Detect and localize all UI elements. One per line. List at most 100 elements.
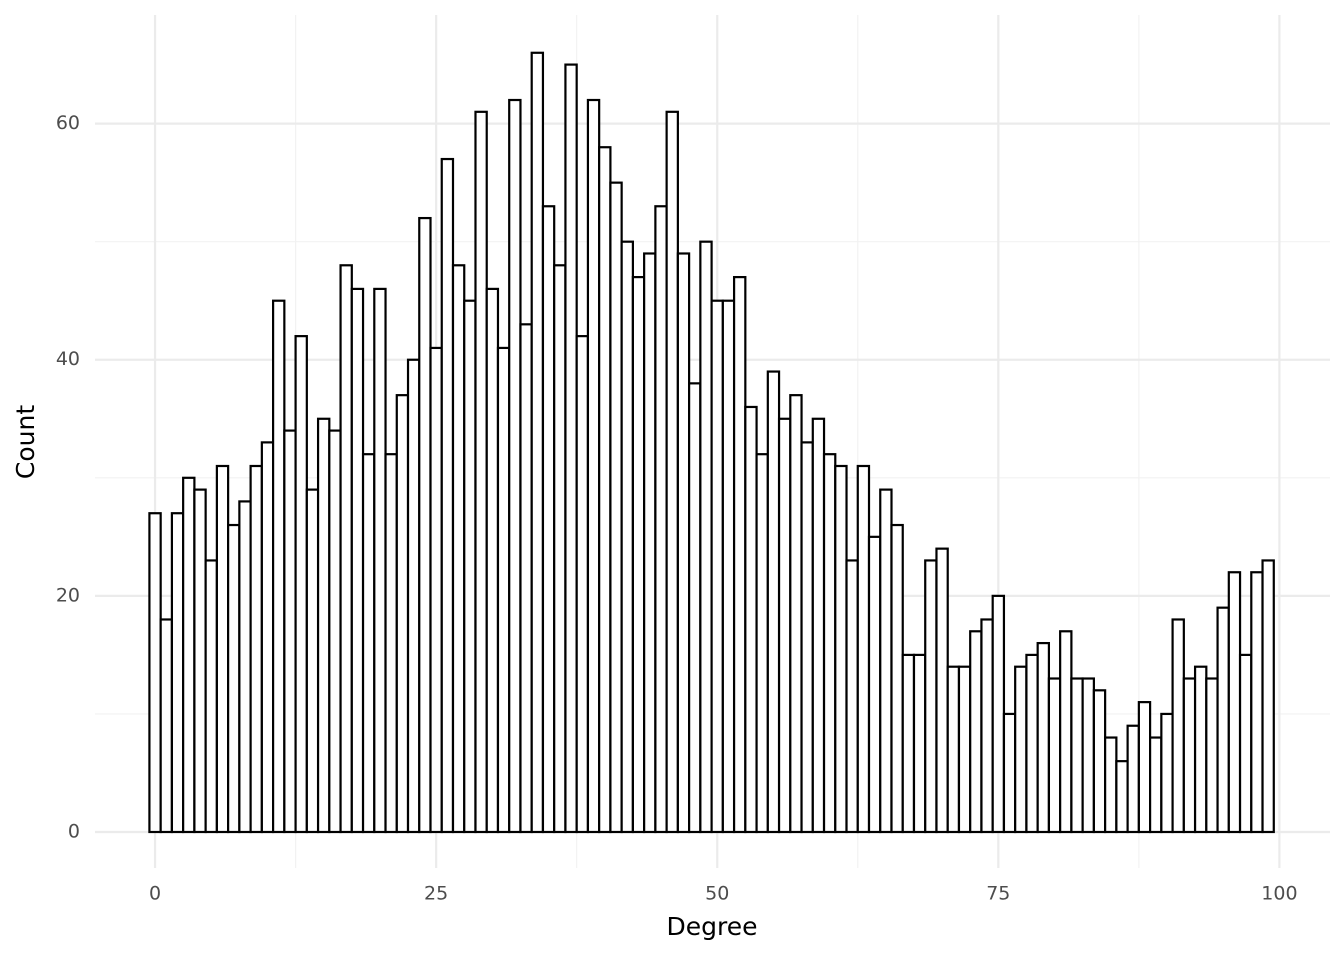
bar <box>1081 677 1095 834</box>
bar <box>238 500 252 834</box>
bar <box>912 653 927 834</box>
bar <box>463 299 477 834</box>
bar <box>834 464 848 834</box>
bar <box>575 335 590 834</box>
y-tick-label: 40 <box>56 348 80 370</box>
bar <box>339 264 353 834</box>
bar <box>328 429 342 834</box>
bar <box>1047 677 1062 834</box>
bar <box>867 535 882 834</box>
bar <box>1250 571 1264 834</box>
bar <box>991 594 1006 834</box>
bar <box>395 394 410 834</box>
bar <box>519 323 533 834</box>
bar <box>1002 712 1017 834</box>
bar <box>1092 689 1107 834</box>
bar <box>800 441 814 834</box>
y-tick-label: 20 <box>56 584 80 606</box>
bar <box>856 464 871 834</box>
bar <box>215 464 230 834</box>
bar <box>1014 665 1028 834</box>
bar <box>384 453 398 834</box>
bar <box>609 181 623 834</box>
bar <box>1104 736 1118 834</box>
bar <box>1115 760 1129 834</box>
bar <box>260 441 275 834</box>
bar <box>721 299 736 834</box>
bar <box>1025 653 1039 834</box>
bar <box>654 205 668 834</box>
bar <box>1227 571 1242 834</box>
bar <box>1126 724 1140 834</box>
x-tick-label: 75 <box>986 883 1010 905</box>
bar <box>811 417 826 834</box>
bar <box>676 252 691 834</box>
bar <box>766 370 781 834</box>
x-tick-label: 100 <box>1261 883 1297 905</box>
bar <box>890 523 904 834</box>
bar <box>586 98 601 834</box>
bar <box>845 559 859 834</box>
bar <box>755 453 769 834</box>
x-tick-label: 50 <box>705 883 729 905</box>
bar <box>935 547 949 834</box>
bar <box>440 157 455 834</box>
bar <box>1205 677 1219 834</box>
bar <box>530 51 545 834</box>
x-axis-title: Degree <box>667 912 758 941</box>
bar <box>946 665 961 834</box>
bar <box>159 618 174 834</box>
bar <box>777 417 792 834</box>
bar <box>879 488 893 834</box>
bar <box>193 488 207 834</box>
bar <box>429 346 443 834</box>
bar <box>620 240 634 834</box>
bar <box>305 488 320 834</box>
y-axis-title: Count <box>11 405 40 479</box>
bar <box>373 287 387 834</box>
bar <box>418 216 432 834</box>
bar <box>710 299 724 834</box>
bar <box>170 512 185 834</box>
bar <box>1137 701 1152 834</box>
bar <box>249 464 263 834</box>
bar <box>980 618 994 834</box>
bar <box>901 653 916 834</box>
bar <box>1171 618 1185 834</box>
bar <box>485 287 500 834</box>
bar <box>699 240 713 834</box>
bar <box>316 417 331 834</box>
bar <box>1059 630 1073 834</box>
bar <box>1036 641 1051 834</box>
bar <box>1182 677 1197 834</box>
bar <box>665 110 679 834</box>
bar <box>688 382 702 834</box>
y-tick-label: 60 <box>56 112 80 134</box>
bar <box>631 275 646 834</box>
bar <box>969 630 983 834</box>
y-tick-label: 0 <box>68 820 80 842</box>
bar <box>451 264 466 834</box>
bar <box>744 405 758 834</box>
bar <box>496 346 511 834</box>
bar <box>643 252 657 834</box>
bar <box>1261 559 1275 834</box>
bar <box>350 287 365 834</box>
bar <box>822 453 837 834</box>
bar <box>148 512 162 834</box>
x-tick-label: 0 <box>149 883 161 905</box>
bar <box>294 335 308 834</box>
bar <box>182 476 196 834</box>
bar <box>564 63 578 834</box>
bar <box>732 275 747 834</box>
x-tick-label: 25 <box>424 883 448 905</box>
bar <box>1216 606 1230 834</box>
bar <box>957 665 972 834</box>
bar <box>1149 736 1163 834</box>
bar <box>227 523 241 834</box>
bar <box>541 205 556 834</box>
bar <box>1193 665 1208 834</box>
bar <box>1160 712 1174 834</box>
